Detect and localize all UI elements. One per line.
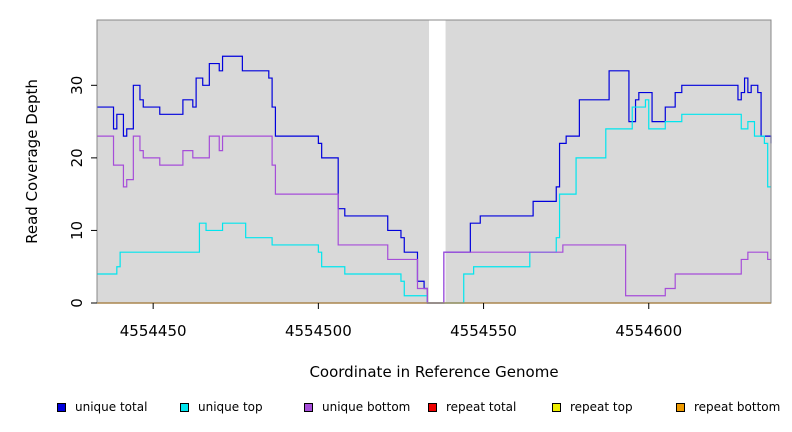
shaded-region-1 [97,20,430,303]
legend-swatch [304,402,313,412]
coverage-chart: 4554450 4554500 4554550 4554600 0 10 20 30 Coo… [23,19,772,381]
legend-item-repeat-total: repeat total [428,400,516,414]
legend-swatch [180,402,189,412]
legend-label: repeat bottom [694,400,781,414]
legend-item-unique-top: unique top [180,400,263,414]
legend-label: unique top [198,400,263,414]
y-tick-label: 30 [68,76,86,95]
legend-item-unique-bottom: unique bottom [304,400,410,414]
y-tick-label: 20 [68,148,86,167]
x-tick-label: 4554600 [615,322,682,340]
legend-item-repeat-top: repeat top [552,400,633,414]
legend-item-repeat-bottom: repeat bottom [676,400,780,414]
y-tick-label: 0 [68,298,86,308]
legend-label: repeat total [446,400,517,414]
legend-swatch [428,402,437,412]
series-line-unique-total [97,55,772,304]
legend-swatch [552,402,561,412]
legend-label: repeat top [570,400,633,414]
series-line-unique-top [97,99,771,304]
y-axis-title: Read Coverage Depth [23,79,41,244]
legend-swatch [676,402,685,412]
legend-swatch [57,402,66,412]
x-tick-label: 4554550 [450,322,517,340]
series-line-unique-bottom [97,135,771,304]
plot-frame [96,19,772,304]
shaded-regions [97,20,771,303]
x-axis: 4554450 4554500 4554550 4554600 [120,303,682,340]
y-tick-label: 10 [68,221,86,240]
legend-item-unique-total: unique total [57,400,147,414]
legend: unique total unique top unique bottom repea… [0,400,792,420]
legend-label: unique total [75,400,148,414]
x-tick-label: 4554500 [285,322,352,340]
legend-label: unique bottom [322,400,411,414]
shaded-region-2 [445,20,771,303]
x-tick-label: 4554450 [120,322,187,340]
y-axis: 0 10 20 30 [68,76,97,308]
x-axis-title: Coordinate in Reference Genome [309,363,558,381]
